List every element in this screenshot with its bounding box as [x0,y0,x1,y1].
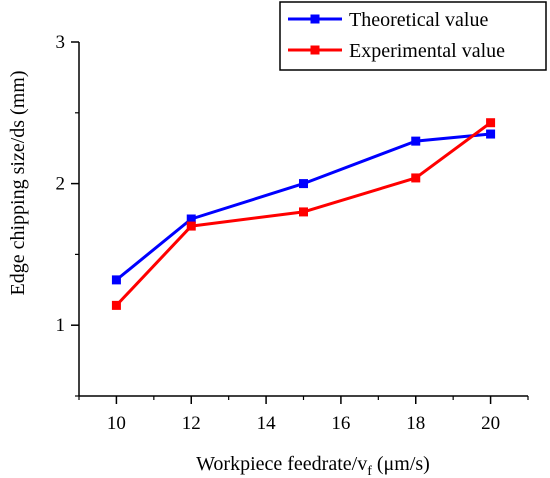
y-tick-label: 3 [56,32,66,53]
x-tick-label: 14 [257,413,277,434]
x-tick-label: 18 [406,413,425,434]
data-point [411,173,421,183]
x-axis-title-main: Workpiece feedrate/v [196,453,367,475]
series-2 [111,118,496,310]
legend: Theoretical value Experimental value [279,1,547,71]
series-line [115,132,491,282]
legend-item: Theoretical value [288,9,488,31]
x-axis-title: Workpiece feedrate/vf (μm/s) [196,453,430,478]
legend-marker [310,14,320,24]
y-tick-label: 1 [56,315,66,336]
x-tick-label: 10 [107,413,126,434]
data-point [111,300,121,310]
series-1 [111,129,496,285]
legend-box [279,1,547,71]
y-tick-label: 2 [56,174,66,195]
data-point [299,179,308,189]
x-tick-label: 12 [182,413,201,434]
y-axis-title: Edge chipping size/ds (mm) [7,71,29,296]
data-point [411,136,421,146]
data-point [186,214,196,224]
legend-marker [310,45,320,55]
data-point [299,207,308,217]
x-tick-label: 16 [331,413,350,434]
data-point [111,275,121,285]
x-axis-title-subscript: f [367,464,372,478]
x-axis-title-unit: (μm/s) [372,453,430,475]
x-tick-label: 20 [481,413,500,434]
legend-label: Theoretical value [349,9,488,31]
data-point [486,118,496,128]
series-layer [111,118,496,310]
legend-item: Experimental value [288,40,505,62]
data-point [486,129,496,139]
data-point [186,221,196,231]
legend-label: Experimental value [349,40,505,62]
